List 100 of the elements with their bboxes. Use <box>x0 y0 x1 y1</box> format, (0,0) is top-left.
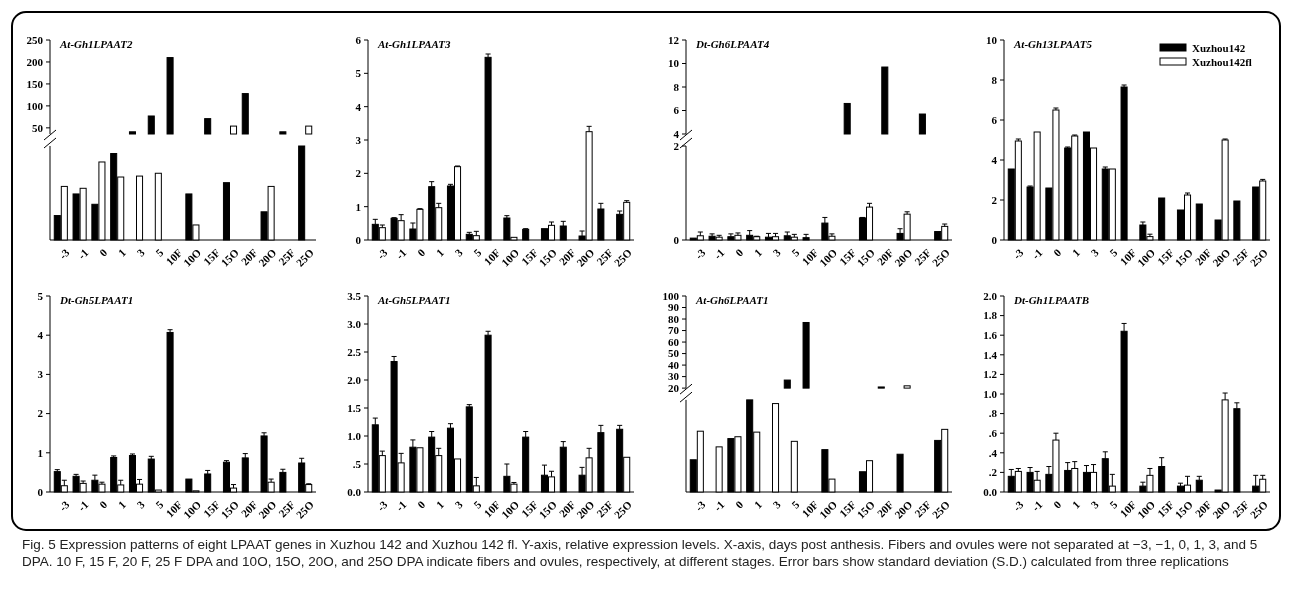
y-tick-label: 0 <box>37 485 44 498</box>
y-tick-label: 100 <box>662 289 680 302</box>
x-tick-label: 0 <box>1050 498 1064 511</box>
y-tick-label: 250 <box>26 33 44 46</box>
y-tick-label: 30 <box>668 370 680 383</box>
x-tick-label: 3 <box>770 246 784 259</box>
y-tick-label: 4 <box>355 100 362 113</box>
x-tick-label: -1 <box>75 246 91 262</box>
y-tick-label: 1.4 <box>983 348 998 361</box>
chart-title: Dt-Gh6LPAAT4 <box>695 38 770 50</box>
chart-title: At-Gh1LPAAT2 <box>59 38 134 50</box>
x-tick-label: -1 <box>393 246 409 262</box>
x-tick-label: -3 <box>1010 498 1027 514</box>
x-tick-label: 3 <box>452 246 466 259</box>
y-tick-label: 100 <box>26 99 44 112</box>
x-tick-label: -3 <box>692 246 709 262</box>
y-tick-label: 70 <box>668 324 680 337</box>
x-tick-label: -1 <box>711 246 727 262</box>
x-tick-label: 3 <box>134 246 148 259</box>
y-tick-label: 1 <box>37 446 43 459</box>
y-tick-label: 1.0 <box>983 387 998 400</box>
y-tick-label: .6 <box>988 427 998 440</box>
x-tick-label: 1 <box>115 498 129 511</box>
x-tick-label: -1 <box>711 498 727 514</box>
x-tick-label: 25O <box>293 246 317 269</box>
y-tick-label: 1.6 <box>983 329 998 342</box>
y-tick-label: .8 <box>988 407 998 420</box>
x-tick-label: -1 <box>75 498 91 514</box>
y-tick-label: 1.8 <box>983 309 998 322</box>
y-tick-label: 0 <box>991 233 998 246</box>
x-tick-label: 1 <box>751 498 765 511</box>
y-tick-label: 4 <box>673 127 680 140</box>
x-tick-label: 25O <box>1247 246 1271 269</box>
y-tick-label: 5 <box>37 289 44 302</box>
y-tick-label: 0 <box>355 233 362 246</box>
y-tick-label: 2 <box>673 139 680 152</box>
x-tick-label: 1 <box>751 246 765 259</box>
y-tick-label: 150 <box>26 77 44 90</box>
x-tick-label: 25O <box>929 498 953 521</box>
x-tick-label: 0 <box>414 498 428 511</box>
y-tick-label: 90 <box>668 301 680 314</box>
x-tick-label: 3 <box>1088 246 1102 259</box>
y-tick-label: 40 <box>668 358 680 371</box>
x-tick-label: -3 <box>374 246 391 262</box>
x-tick-label: 0 <box>96 498 110 511</box>
y-tick-label: 60 <box>668 335 680 348</box>
x-tick-label: 25O <box>929 246 953 269</box>
y-tick-label: 80 <box>668 312 680 325</box>
y-tick-label: 2 <box>991 193 998 206</box>
y-tick-label: 1.2 <box>983 368 998 381</box>
y-tick-label: 12 <box>668 33 680 46</box>
y-tick-label: 10 <box>986 33 998 46</box>
x-tick-label: -3 <box>692 498 709 514</box>
y-tick-label: .2 <box>988 466 998 479</box>
y-tick-label: 3 <box>37 368 44 381</box>
x-tick-label: 0 <box>732 498 746 511</box>
y-tick-label: 1 <box>355 200 361 213</box>
y-tick-label: 2 <box>355 167 362 180</box>
x-tick-label: -3 <box>1010 246 1027 262</box>
chart-title: At-Gh6LPAAT1 <box>695 294 769 306</box>
y-tick-label: 20 <box>668 381 680 394</box>
y-tick-label: 10 <box>668 57 680 70</box>
y-tick-label: 8 <box>991 73 998 86</box>
legend-label: Xuzhou142 <box>1192 41 1246 54</box>
y-tick-label: 1.5 <box>347 401 362 414</box>
x-tick-label: -3 <box>56 498 73 514</box>
y-tick-label: 4 <box>37 329 44 342</box>
caption: Fig. 5 Expression patterns of eight LPAAT genes in Xuzhou 142 and Xuzhou 142 fl. Y-axis, relative expression levels. X-axis, days post anthesis. Fibers and ovules were not separated at −3, −1, 0, 1, 3, and 5 DPA. 10 F, 15 F, 20 F, 25 F DPA and 10O, 15O, 20O, and 25O DPA indicate fibers and ovules, respectively, at different stages. Error bars show standard deviation (S.D.) calculated from three replications <box>22 536 1259 570</box>
x-tick-label: 1 <box>1069 246 1083 259</box>
x-tick-label: -1 <box>1029 246 1045 262</box>
y-tick-label: 5 <box>355 67 362 80</box>
y-tick-label: 50 <box>32 121 44 134</box>
y-tick-label: 2.0 <box>347 373 362 386</box>
x-tick-label: 0 <box>732 246 746 259</box>
x-tick-label: 1 <box>433 246 447 259</box>
x-tick-label: 3 <box>452 498 466 511</box>
y-tick-label: .4 <box>988 446 998 459</box>
y-tick-label: 0 <box>673 233 680 246</box>
x-tick-label: 3 <box>1088 498 1102 511</box>
y-tick-label: 6 <box>673 104 680 117</box>
y-tick-label: 0.0 <box>983 485 998 498</box>
y-tick-label: 50 <box>668 347 680 360</box>
x-tick-label: 0 <box>1050 246 1064 259</box>
x-tick-label: -1 <box>393 498 409 514</box>
chart-title: At-Gh5LPAAT1 <box>377 294 451 306</box>
chart-title: Dt-Gh5LPAAT1 <box>59 294 134 306</box>
y-tick-label: 0.0 <box>347 485 362 498</box>
y-tick-label: 3.0 <box>347 317 362 330</box>
y-tick-label: 2.5 <box>347 345 362 358</box>
y-tick-label: 4 <box>991 153 998 166</box>
y-tick-label: 2 <box>37 407 44 420</box>
x-tick-label: -3 <box>56 246 73 262</box>
y-tick-label: 6 <box>991 113 998 126</box>
x-tick-label: -3 <box>374 498 391 514</box>
x-tick-label: 3 <box>770 498 784 511</box>
x-tick-label: 25O <box>293 498 317 521</box>
x-tick-label: 3 <box>134 498 148 511</box>
x-tick-label: 25O <box>611 498 635 521</box>
y-tick-label: .5 <box>352 457 362 470</box>
y-tick-label: 2.0 <box>983 289 998 302</box>
